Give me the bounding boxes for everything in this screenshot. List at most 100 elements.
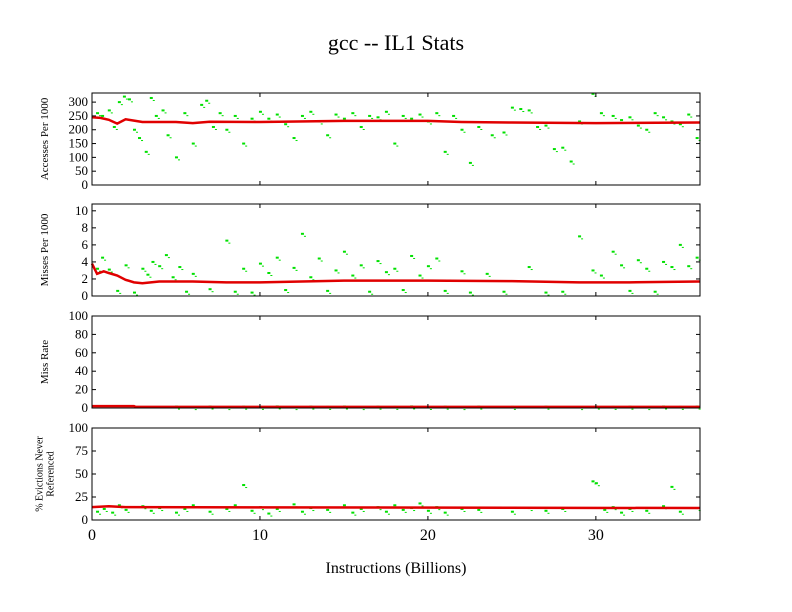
interval-point [233,114,237,117]
interval-point [418,502,422,505]
interval-point [591,269,595,272]
interval-point [228,409,231,411]
interval-point [401,508,405,511]
interval-point [639,262,642,264]
interval-point [351,274,355,277]
y-tick-label: 80 [75,326,88,341]
interval-point [135,131,138,133]
cumulative-line [91,504,701,510]
interval-point [345,253,348,255]
interval-point [429,123,432,125]
cumulative-line [92,404,700,409]
interval-point [149,509,153,512]
interval-point [463,409,466,411]
interval-point [138,137,142,140]
interval-point [413,408,416,410]
interval-point [490,134,494,137]
interval-point [342,504,346,507]
interval-point [309,110,313,113]
interval-point [177,514,180,516]
interval-point [329,292,332,294]
interval-point [564,149,567,151]
interval-point [673,269,676,271]
interval-point [527,266,531,269]
interval-point [599,112,603,115]
interval-point [379,509,382,511]
interval-point [144,150,148,153]
interval-point [678,123,682,126]
interval-point [493,137,496,139]
interval-point [250,509,254,512]
interval-point [443,511,447,514]
interval-point [278,510,281,512]
interval-point [326,289,330,292]
interval-point [564,293,567,295]
x-tick-label: 30 [588,527,604,544]
interval-point [149,96,153,99]
interval-point [295,140,298,142]
interval-point [404,117,407,119]
interval-point [468,291,472,294]
interval-point [342,250,346,253]
interval-point [530,269,533,271]
interval-point [157,117,160,119]
interval-point [132,128,136,131]
interval-point [278,116,281,118]
interval-point [312,408,315,410]
y-tick-label: 0 [82,177,89,192]
interval-point [396,408,399,410]
interval-point [539,128,542,130]
y-axis-label: Misses Per 1000 [39,213,51,286]
interval-point [292,137,296,140]
interval-point [673,123,676,125]
interval-point [636,259,640,262]
interval-point [132,291,136,294]
x-axis-label: Instructions (Billions) [325,560,467,577]
interval-point [359,125,363,128]
interval-point [186,510,189,512]
interval-point [233,504,237,507]
interval-point [188,293,191,295]
y-tick-label: 150 [69,136,89,151]
interval-point [124,508,128,511]
interval-point [186,115,189,117]
interval-point [275,256,279,259]
interval-point [421,505,424,507]
interval-point [480,408,483,410]
interval-point [681,408,684,410]
interval-point [591,92,595,95]
interval-point [183,112,187,115]
interval-point [681,513,684,515]
interval-point [144,270,147,272]
chart-title: gcc -- IL1 Stats [327,30,465,55]
interval-point [114,514,117,516]
interval-point [309,276,313,279]
interval-point [480,511,483,513]
interval-point [194,409,197,411]
interval-point [670,485,674,488]
interval-point [362,409,365,411]
interval-point [242,484,246,487]
interval-point [185,290,189,293]
interval-point [438,509,441,511]
interval-point [326,508,330,511]
interval-point [242,267,246,270]
interval-point [167,257,170,259]
y-axis-label: Miss Rate [39,340,51,384]
interval-point [578,120,582,123]
interval-point [278,408,281,410]
interval-point [174,279,177,281]
interval-point [101,114,105,117]
interval-point [295,409,298,411]
interval-point [418,113,422,116]
interval-point [413,510,416,512]
interval-point [670,266,674,269]
interval-point [171,276,175,279]
interval-point [245,145,248,147]
y-tick-label: 0 [82,400,89,415]
interval-point [270,275,273,276]
interval-point [513,109,516,111]
interval-point [317,257,321,260]
interval-point [513,513,516,515]
interval-point [446,153,449,155]
